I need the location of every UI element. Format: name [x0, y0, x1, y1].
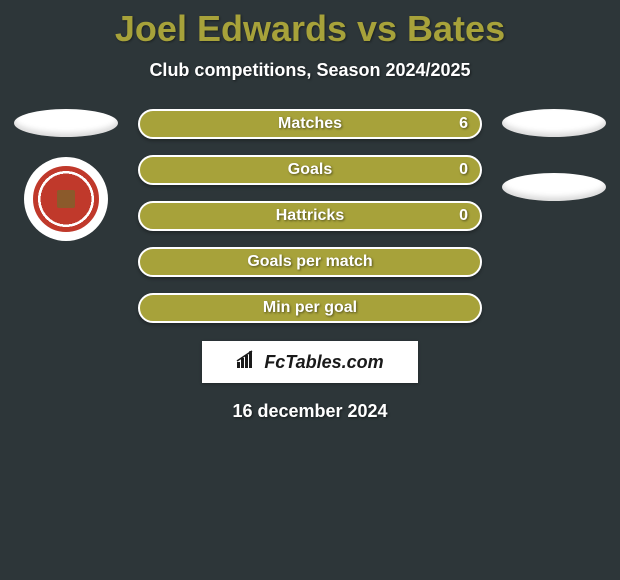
- stat-bar-matches: Matches 6: [138, 109, 482, 139]
- stat-right-value: 0: [459, 161, 468, 179]
- stat-bar-goals-per-match: Goals per match: [138, 247, 482, 277]
- fctables-logo-text: FcTables.com: [264, 352, 383, 373]
- stat-label: Goals: [288, 161, 332, 179]
- stat-label: Hattricks: [276, 207, 344, 225]
- stat-bar-hattricks: Hattricks 0: [138, 201, 482, 231]
- stat-right-value: 6: [459, 115, 468, 133]
- left-player-photo-placeholder: [14, 109, 118, 137]
- comparison-date: 16 december 2024: [0, 401, 620, 422]
- comparison-subtitle: Club competitions, Season 2024/2025: [0, 60, 620, 81]
- stat-bars: Matches 6 Goals 0 Hattricks 0 Goals per …: [138, 109, 482, 323]
- comparison-content: Matches 6 Goals 0 Hattricks 0 Goals per …: [0, 109, 620, 323]
- bar-chart-icon: [236, 350, 258, 375]
- right-player-col: [498, 109, 610, 201]
- stat-label: Min per goal: [263, 299, 357, 317]
- stat-label: Matches: [278, 115, 342, 133]
- stat-right-value: 0: [459, 207, 468, 225]
- club-badge-icon: [33, 166, 99, 232]
- comparison-title: Joel Edwards vs Bates: [0, 0, 620, 50]
- stat-bar-goals: Goals 0: [138, 155, 482, 185]
- stat-label: Goals per match: [247, 253, 372, 271]
- right-player-club-placeholder: [502, 173, 606, 201]
- fctables-logo[interactable]: FcTables.com: [202, 341, 418, 383]
- stat-bar-min-per-goal: Min per goal: [138, 293, 482, 323]
- left-player-col: [10, 109, 122, 241]
- right-player-photo-placeholder: [502, 109, 606, 137]
- left-player-club-badge: [24, 157, 108, 241]
